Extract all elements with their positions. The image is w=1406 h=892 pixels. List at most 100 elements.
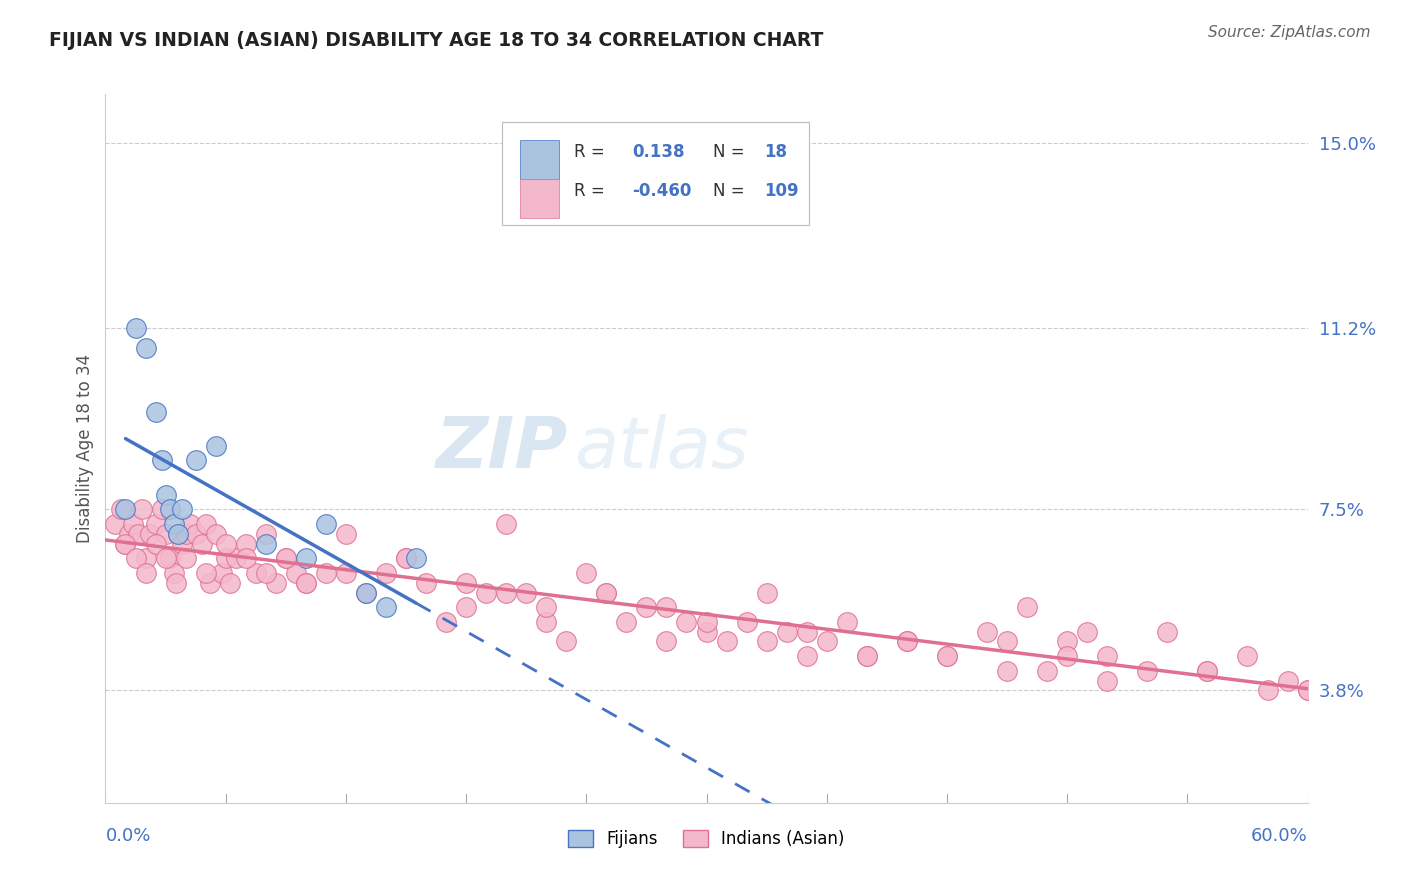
Point <box>170 536 193 550</box>
Text: 60.0%: 60.0% <box>1251 827 1308 846</box>
Text: 109: 109 <box>765 182 799 201</box>
Point <box>456 575 478 590</box>
Point <box>1296 683 1319 698</box>
Point <box>675 615 697 629</box>
Text: 18: 18 <box>765 144 787 161</box>
Point <box>1097 673 1119 688</box>
Point <box>1076 624 1098 639</box>
Point <box>855 649 877 664</box>
Point <box>131 502 153 516</box>
Point <box>595 585 617 599</box>
Text: N =: N = <box>713 144 744 161</box>
Point <box>124 321 146 335</box>
Point <box>515 585 537 599</box>
Point <box>184 526 207 541</box>
Point <box>1017 600 1039 615</box>
Point <box>218 575 240 590</box>
Point <box>335 566 357 580</box>
Point <box>696 615 718 629</box>
Point <box>194 566 217 580</box>
Point <box>495 516 517 531</box>
Point <box>166 526 188 541</box>
Point <box>114 502 136 516</box>
Point <box>716 634 738 648</box>
FancyBboxPatch shape <box>502 122 808 225</box>
Point <box>374 566 398 580</box>
Point <box>295 551 318 566</box>
Point <box>254 566 277 580</box>
Point <box>138 526 160 541</box>
Point <box>104 516 127 531</box>
Point <box>315 516 337 531</box>
Point <box>936 649 959 664</box>
Point <box>815 634 838 648</box>
Point <box>170 502 193 516</box>
Point <box>254 536 277 550</box>
Point <box>405 551 427 566</box>
Point <box>636 600 658 615</box>
Point <box>475 585 498 599</box>
Point <box>190 536 212 550</box>
Point <box>150 502 173 516</box>
Point <box>184 453 207 467</box>
Point <box>135 551 157 566</box>
Point <box>575 566 598 580</box>
Point <box>374 600 398 615</box>
Legend: Fijians, Indians (Asian): Fijians, Indians (Asian) <box>561 823 852 855</box>
Text: FIJIAN VS INDIAN (ASIAN) DISABILITY AGE 18 TO 34 CORRELATION CHART: FIJIAN VS INDIAN (ASIAN) DISABILITY AGE … <box>49 31 824 50</box>
Text: 0.138: 0.138 <box>631 144 685 161</box>
Point <box>204 526 226 541</box>
Point <box>118 526 141 541</box>
Point <box>174 551 197 566</box>
Point <box>655 600 678 615</box>
Point <box>174 526 197 541</box>
Point <box>235 536 257 550</box>
Point <box>159 502 181 516</box>
Point <box>696 624 718 639</box>
Point <box>335 526 357 541</box>
Point <box>162 566 184 580</box>
Point <box>127 526 149 541</box>
Point <box>354 585 377 599</box>
Text: 0.0%: 0.0% <box>105 827 150 846</box>
Point <box>536 615 558 629</box>
Point <box>995 664 1018 678</box>
Point <box>165 575 187 590</box>
Point <box>1097 649 1119 664</box>
Point <box>896 634 918 648</box>
Point <box>295 575 318 590</box>
Point <box>855 649 877 664</box>
Text: atlas: atlas <box>574 414 749 483</box>
Point <box>198 575 221 590</box>
Point <box>204 439 226 453</box>
Point <box>274 551 297 566</box>
Bar <box>520 178 558 218</box>
Point <box>1036 664 1059 678</box>
Point <box>145 536 167 550</box>
Point <box>1257 683 1279 698</box>
Point <box>235 551 257 566</box>
Point <box>150 453 173 467</box>
Point <box>655 634 678 648</box>
Y-axis label: Disability Age 18 to 34: Disability Age 18 to 34 <box>76 353 94 543</box>
Point <box>1236 649 1258 664</box>
Point <box>135 341 157 355</box>
Point <box>135 566 157 580</box>
Point <box>114 536 136 550</box>
Point <box>395 551 418 566</box>
Point <box>776 624 799 639</box>
Point <box>124 551 146 566</box>
Point <box>1056 649 1078 664</box>
Point <box>114 536 136 550</box>
Point <box>122 516 145 531</box>
Point <box>179 516 201 531</box>
Point <box>616 615 638 629</box>
Point <box>796 649 818 664</box>
Point <box>1277 673 1299 688</box>
Point <box>536 600 558 615</box>
Point <box>415 575 437 590</box>
Text: R =: R = <box>574 182 605 201</box>
Point <box>936 649 959 664</box>
Point <box>245 566 267 580</box>
Point <box>1197 664 1219 678</box>
